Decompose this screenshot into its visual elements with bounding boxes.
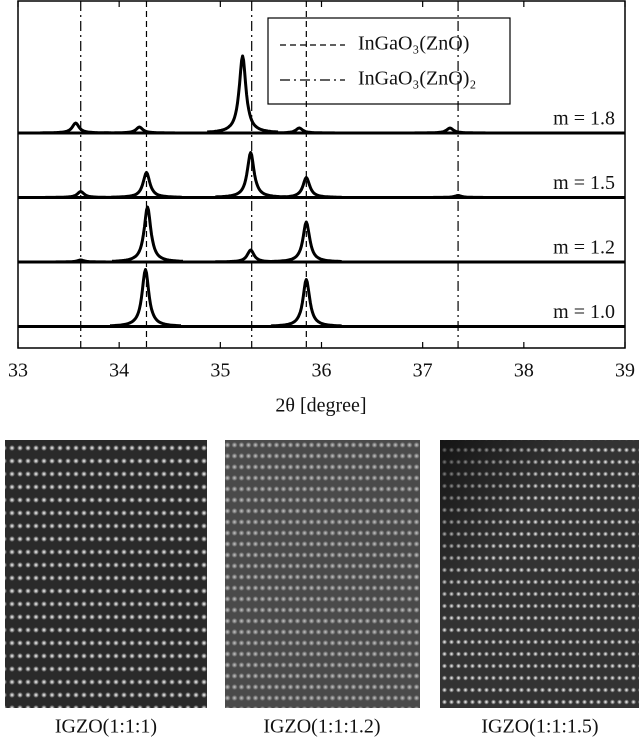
- peak: [422, 194, 494, 199]
- peak: [39, 121, 112, 135]
- peak: [206, 54, 279, 134]
- peak: [414, 126, 486, 135]
- x-tick-label: 33: [8, 360, 28, 382]
- x-tick-label: 39: [615, 360, 635, 382]
- peak: [109, 268, 182, 328]
- peak: [270, 176, 343, 199]
- series-label: m = 1.8: [553, 108, 615, 130]
- legend-label: InGaO₃(ZnO): [358, 33, 469, 55]
- tem-images: [5, 440, 639, 708]
- peak: [44, 258, 117, 264]
- legend-label: InGaO₃(ZnO)₂: [358, 68, 476, 90]
- image-caption: IGZO(1:1:1.5): [481, 716, 598, 738]
- tem-image: [225, 440, 420, 708]
- peak: [103, 125, 176, 135]
- x-axis-label: 2θ [degree]: [275, 395, 366, 417]
- peak: [214, 151, 287, 199]
- series-label: m = 1.0: [553, 301, 615, 323]
- image-caption: IGZO(1:1:1.2): [263, 716, 380, 738]
- peak: [263, 126, 336, 135]
- peak: [111, 205, 184, 263]
- x-tick-label: 35: [210, 360, 230, 382]
- peak: [110, 171, 183, 199]
- series-label: m = 1.5: [553, 172, 615, 194]
- legend-box: [267, 17, 511, 105]
- tem-image: [5, 440, 207, 708]
- series-label: m = 1.2: [553, 237, 615, 259]
- peak: [270, 278, 343, 328]
- peak: [44, 190, 117, 199]
- x-tick-label: 37: [413, 360, 433, 382]
- image-caption: IGZO(1:1:1): [55, 716, 157, 738]
- x-tick-label: 36: [312, 360, 332, 382]
- peak: [270, 220, 343, 263]
- x-tick-label: 34: [109, 360, 129, 382]
- x-tick-label: 38: [514, 360, 534, 382]
- tem-shade: [440, 440, 639, 708]
